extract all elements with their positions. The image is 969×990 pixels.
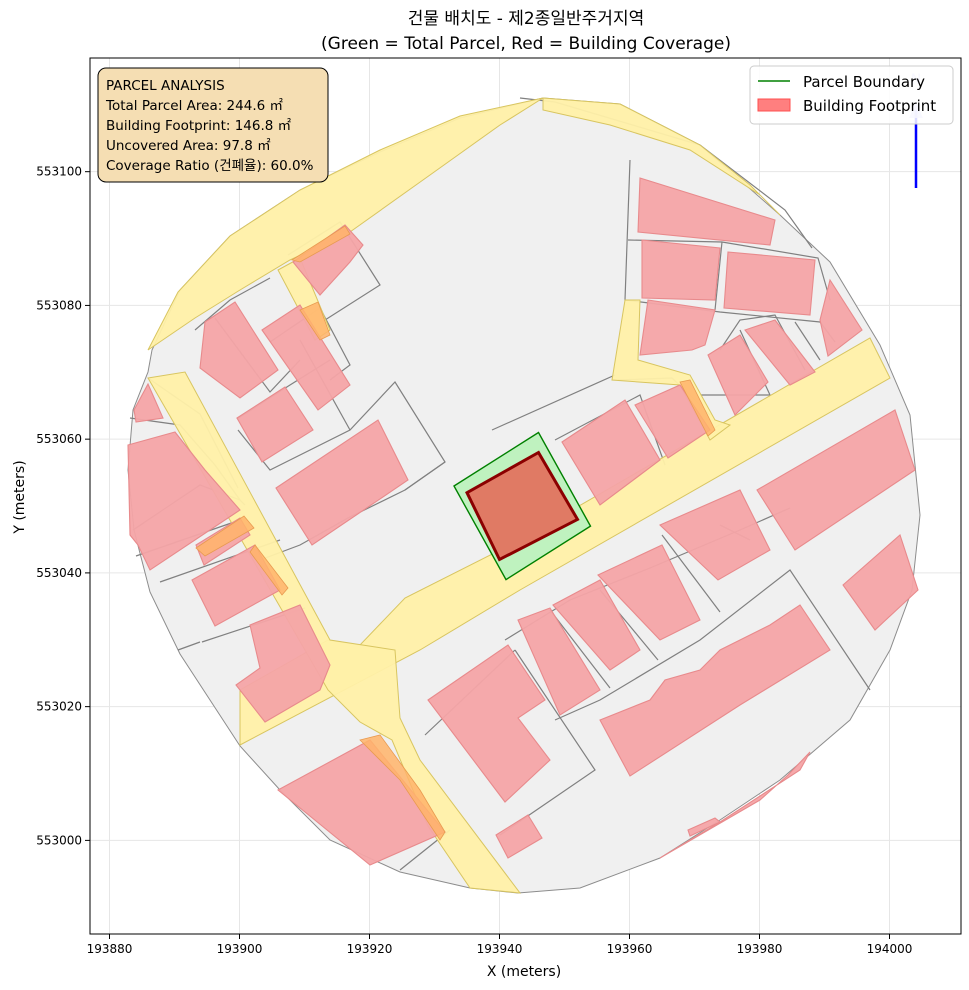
building <box>517 607 601 716</box>
road-northeast-arc <box>542 97 781 216</box>
building-footprints <box>127 177 919 866</box>
target-building-footprint <box>465 450 580 562</box>
x-axis-label: X (meters) <box>487 964 561 980</box>
building <box>552 579 641 671</box>
y-tick-label: 553040 <box>36 566 82 580</box>
x-tick-label: 193940 <box>477 942 523 956</box>
building <box>639 299 716 356</box>
info-total-area: Total Parcel Area: 244.6 ㎡ <box>105 98 283 114</box>
info-uncovered-area: Uncovered Area: 97.8 ㎡ <box>106 138 271 154</box>
building <box>819 278 863 357</box>
overlap-areas <box>195 225 716 841</box>
x-tick-label: 193980 <box>737 942 783 956</box>
info-coverage-ratio: Coverage Ratio (건폐율): 60.0% <box>106 158 314 174</box>
x-tick-label: 193920 <box>347 942 393 956</box>
building <box>659 489 771 581</box>
building <box>744 319 816 386</box>
y-tick-label: 553080 <box>36 298 82 312</box>
building <box>659 751 811 859</box>
building <box>235 604 331 723</box>
overlap-patch <box>679 379 716 437</box>
y-tick-label: 553020 <box>36 700 82 714</box>
x-tick-label: 193880 <box>87 942 133 956</box>
building <box>561 399 661 506</box>
overlap-patch <box>359 734 446 841</box>
y-axis-label: Y (meters) <box>12 460 28 534</box>
building <box>756 409 916 551</box>
overlap-patch <box>249 544 289 596</box>
legend-parcel-label: Parcel Boundary <box>803 73 925 91</box>
y-tick-label: 553100 <box>36 165 82 179</box>
legend-building-label: Building Footprint <box>803 97 936 115</box>
building <box>275 419 409 546</box>
y-tick-label: 553060 <box>36 432 82 446</box>
info-heading: PARCEL ANALYSIS <box>106 78 225 94</box>
y-axis-ticks: 553000 553020 553040 553060 553080 553100 <box>36 165 90 847</box>
y-tick-label: 553000 <box>36 833 82 847</box>
building <box>261 304 351 411</box>
axes-frame <box>89 57 962 935</box>
x-axis-ticks: 193880 193900 193920 193940 193960 193980 1940… <box>87 934 913 956</box>
building <box>723 251 816 316</box>
building <box>641 239 721 301</box>
building <box>637 177 776 246</box>
x-tick-label: 193960 <box>607 942 653 956</box>
overlap-patch <box>291 225 351 263</box>
building <box>127 431 241 571</box>
legend-building-patch <box>757 98 791 112</box>
figure-title-line2: (Green = Total Parcel, Red = Building Co… <box>321 34 731 54</box>
x-tick-label: 194000 <box>867 942 913 956</box>
building <box>597 544 701 641</box>
info-building-footprint: Building Footprint: 146.8 ㎡ <box>106 118 292 134</box>
figure-title-line1: 건물 배치도 - 제2종일반주거지역 <box>408 9 644 29</box>
x-tick-label: 193900 <box>217 942 263 956</box>
building <box>495 814 543 859</box>
map-layers: N <box>127 72 923 894</box>
overlap-patch <box>299 301 331 341</box>
road-north-south-left <box>147 371 522 894</box>
building <box>236 386 314 463</box>
building <box>133 382 164 423</box>
overlap-patch <box>195 515 255 557</box>
building <box>427 644 551 803</box>
building <box>707 334 769 416</box>
road-northwest-arc <box>147 97 544 351</box>
building <box>842 534 919 631</box>
building <box>199 301 279 399</box>
parcel-analysis-box: PARCEL ANALYSIS Total Parcel Area: 244.6… <box>97 67 329 183</box>
legend: Parcel Boundary Building Footprint <box>749 65 954 125</box>
building <box>599 604 831 777</box>
